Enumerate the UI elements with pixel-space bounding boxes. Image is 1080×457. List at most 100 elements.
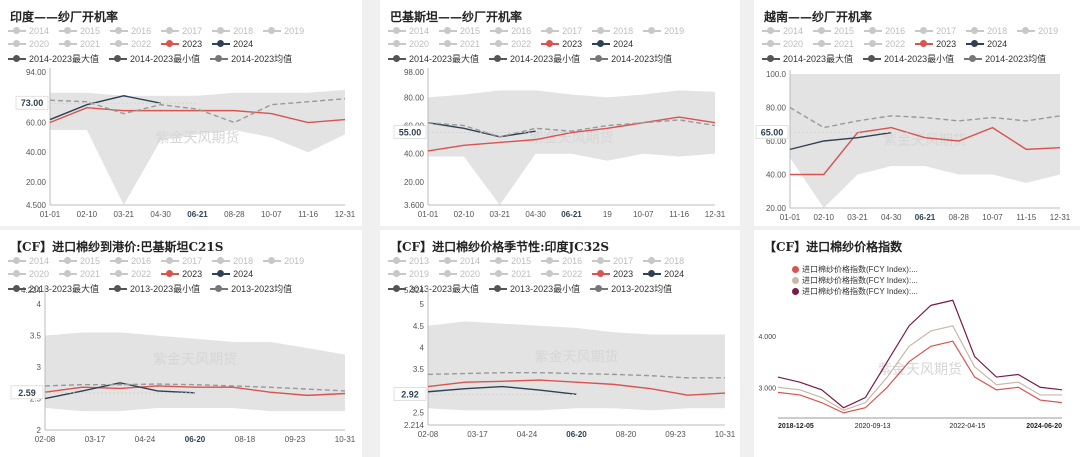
legend-item[interactable]: 2014-2023最小值 (863, 52, 954, 65)
legend-item[interactable]: 2014 (8, 256, 49, 266)
legend-item[interactable]: 2019 (388, 269, 429, 279)
legend-item[interactable]: 2015 (490, 256, 531, 266)
current-value-box (393, 125, 427, 139)
legend-label: 2013 (409, 256, 430, 266)
legend-item[interactable]: 2014 (762, 26, 803, 36)
y-tick-label: 4 (420, 343, 425, 352)
y-tick-label: 5 (420, 300, 425, 309)
legend-item[interactable]: 2013-2023最小值 (489, 282, 580, 295)
legend-item[interactable]: 2017 (592, 256, 633, 266)
y-tick-label: 2.5 (413, 409, 425, 418)
legend-item[interactable]: 2022 (110, 269, 151, 279)
legend-marker-icon (8, 256, 26, 266)
legend-item[interactable]: 2016 (110, 26, 151, 36)
legend-item[interactable]: 2015 (813, 26, 854, 36)
legend-item[interactable]: 2018 (592, 26, 633, 36)
x-tick-label: 03-21 (114, 210, 135, 219)
legend-marker-icon (59, 39, 78, 49)
legend-item[interactable]: 2014-2023最大值 (388, 52, 479, 65)
legend-item[interactable]: 2021 (59, 269, 100, 279)
legend-item[interactable]: 2014-2023均值 (590, 52, 672, 65)
legend-item[interactable]: 2023 (592, 269, 633, 279)
legend-item[interactable]: 2014-2023最大值 (762, 52, 853, 65)
legend-marker-icon (813, 39, 832, 49)
x-tick-label: 08-28 (949, 213, 970, 222)
legend-item[interactable]: 2024 (966, 39, 1007, 49)
legend-item[interactable]: 2021 (439, 39, 480, 49)
legend-item[interactable]: 2024 (592, 39, 633, 49)
legend-item[interactable]: 2022 (864, 39, 905, 49)
legend-item[interactable]: 2015 (439, 26, 480, 36)
legend-item[interactable]: 2024 (212, 39, 253, 49)
legend-marker-icon (643, 26, 662, 36)
legend-item[interactable]: 2017 (541, 26, 582, 36)
legend-item[interactable]: 2014-2023最小值 (489, 52, 580, 65)
legend-item[interactable]: 2022 (490, 39, 531, 49)
legend-item[interactable]: 2020 (762, 39, 803, 49)
legend-item[interactable]: 2014 (388, 26, 429, 36)
x-tick-label: 2018-12-05 (778, 423, 814, 430)
legend-item[interactable]: 2018 (212, 256, 253, 266)
legend-item[interactable]: 进口棉纱价格指数(FCY Index):... (792, 264, 918, 275)
legend-item[interactable]: 2020 (8, 39, 49, 49)
legend-item[interactable]: 2013-2023均值 (590, 282, 672, 295)
legend-item[interactable]: 2018 (966, 26, 1007, 36)
legend-item[interactable]: 2014 (8, 26, 49, 36)
legend-item[interactable]: 2021 (490, 269, 531, 279)
legend-item[interactable]: 2024 (643, 269, 684, 279)
legend-item[interactable]: 进口棉纱价格指数(FCY Index):... (792, 286, 918, 297)
legend-item[interactable]: 2017 (161, 26, 202, 36)
legend-item[interactable]: 2013-2023最大值 (388, 282, 479, 295)
x-tick-label: 12-31 (1050, 213, 1071, 222)
legend-item[interactable]: 2021 (59, 39, 100, 49)
x-tick-label: 04-24 (517, 430, 538, 439)
x-tick-label: 02-10 (454, 210, 475, 219)
legend-item[interactable]: 2022 (541, 269, 582, 279)
legend-item[interactable]: 2024 (212, 269, 253, 279)
legend-item[interactable]: 2013-2023最小值 (109, 282, 200, 295)
legend-item[interactable]: 2015 (59, 256, 100, 266)
legend-item[interactable]: 2023 (161, 269, 202, 279)
legend-marker-icon (490, 256, 509, 266)
legend-label: 2021 (511, 269, 532, 279)
y-tick-label: 20.00 (26, 178, 47, 187)
legend-item[interactable]: 2013 (388, 256, 429, 266)
legend-item[interactable]: 2019 (643, 26, 684, 36)
chart-panel-india-mill: 印度——纱厂开机率 2014 2015 2016 2017 2018 2019 2020 20… (0, 0, 362, 226)
legend-item[interactable]: 2019 (1017, 26, 1058, 36)
legend-item[interactable]: 2017 (161, 256, 202, 266)
legend-item[interactable]: 2019 (263, 256, 304, 266)
legend-item[interactable]: 2013-2023均值 (210, 282, 292, 295)
y-tick-label: 2.214 (404, 421, 425, 430)
legend-item[interactable]: 2016 (864, 26, 905, 36)
legend-item[interactable]: 2018 (643, 256, 684, 266)
legend-item[interactable]: 2020 (8, 269, 49, 279)
legend-item[interactable]: 2016 (490, 26, 531, 36)
legend-item[interactable]: 2015 (59, 26, 100, 36)
legend-item[interactable]: 2014-2023均值 (210, 52, 292, 65)
legend-item[interactable]: 2020 (439, 269, 480, 279)
legend-item[interactable]: 2021 (813, 39, 854, 49)
legend-item[interactable]: 2013-2023最大值 (8, 282, 99, 295)
legend-item[interactable]: 2014 (439, 256, 480, 266)
legend-item[interactable]: 2023 (161, 39, 202, 49)
legend-label: 2014 (29, 26, 50, 36)
legend-label: 2015 (511, 256, 532, 266)
legend-item[interactable]: 2022 (110, 39, 151, 49)
legend-item[interactable]: 2014-2023均值 (964, 52, 1046, 65)
legend-label: 2019 (1038, 26, 1059, 36)
legend-item[interactable]: 2023 (915, 39, 956, 49)
legend-item[interactable]: 2016 (110, 256, 151, 266)
legend-item[interactable]: 2023 (541, 39, 582, 49)
current-value-label: 65.00 (761, 128, 784, 138)
legend-item[interactable]: 2020 (388, 39, 429, 49)
legend-item[interactable]: 2014-2023最大值 (8, 52, 99, 65)
legend-item[interactable]: 2014-2023最小值 (109, 52, 200, 65)
legend-item[interactable]: 2017 (915, 26, 956, 36)
legend-item[interactable]: 2018 (212, 26, 253, 36)
index-line-chart: 4.000 3.000 2018-12-05 2020-09-13 2022-04-15… (758, 299, 1062, 430)
legend-item[interactable]: 2016 (541, 256, 582, 266)
x-tick-label: 04-30 (881, 213, 902, 222)
legend-item[interactable]: 2019 (263, 26, 304, 36)
legend-item[interactable]: 进口棉纱价格指数(FCY Index):... (792, 275, 918, 286)
